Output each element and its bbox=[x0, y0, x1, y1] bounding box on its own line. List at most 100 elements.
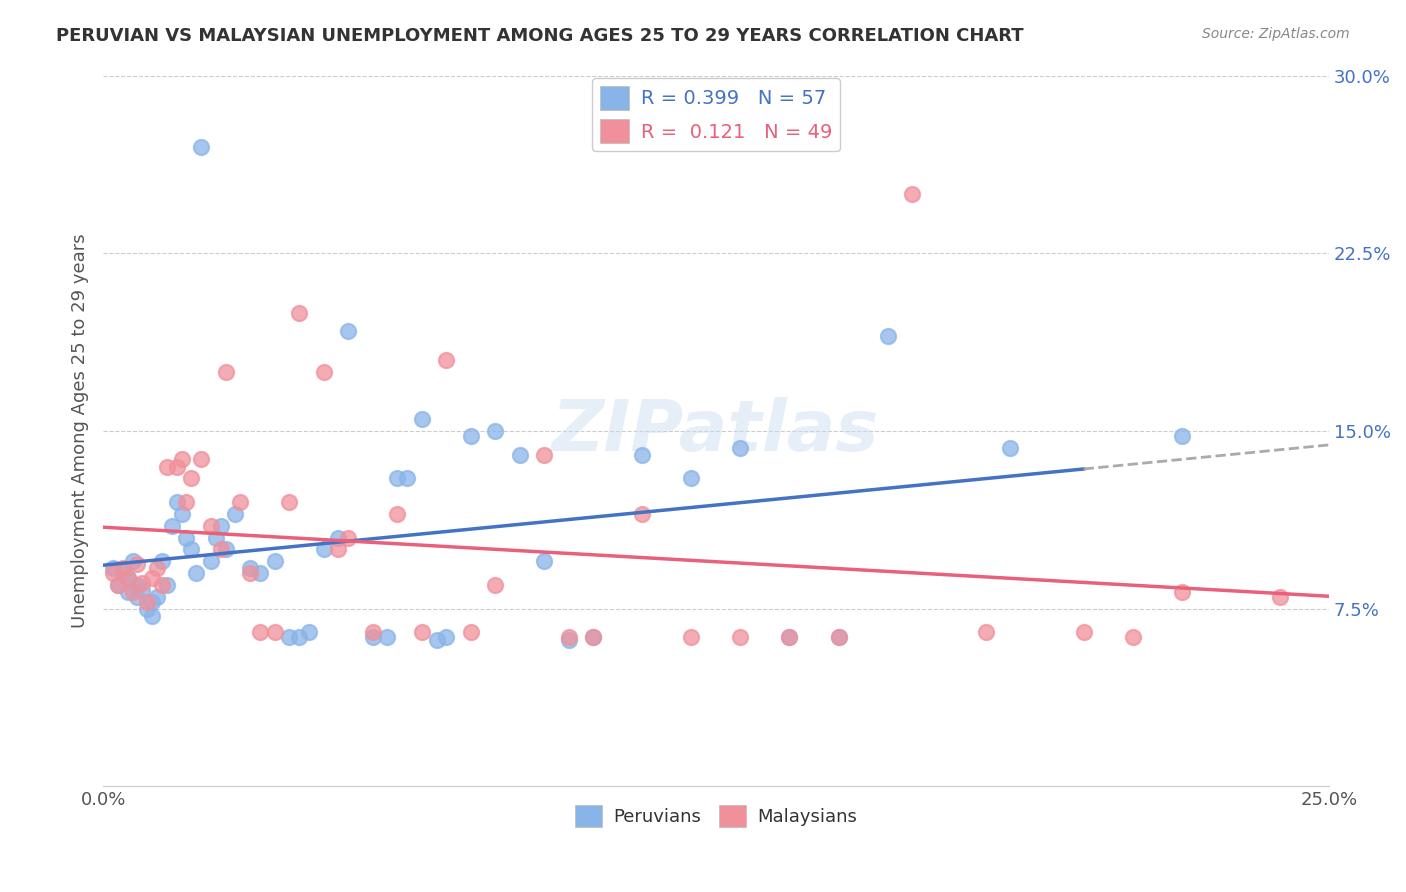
Point bbox=[288, 630, 311, 644]
Point bbox=[1170, 585, 1192, 599]
Point bbox=[127, 557, 149, 571]
Point bbox=[111, 561, 134, 575]
Point bbox=[582, 630, 605, 644]
Point bbox=[998, 441, 1021, 455]
Point bbox=[156, 578, 179, 592]
Point bbox=[1268, 590, 1291, 604]
Point bbox=[131, 575, 153, 590]
Point bbox=[176, 531, 198, 545]
Point bbox=[166, 459, 188, 474]
Point bbox=[582, 630, 605, 644]
Point bbox=[779, 630, 801, 644]
Legend: Peruvians, Malaysians: Peruvians, Malaysians bbox=[568, 797, 865, 834]
Point bbox=[131, 582, 153, 597]
Point bbox=[681, 471, 703, 485]
Point bbox=[160, 518, 183, 533]
Point bbox=[127, 578, 149, 592]
Point bbox=[209, 542, 232, 557]
Point bbox=[215, 365, 238, 379]
Point bbox=[387, 507, 409, 521]
Point bbox=[974, 625, 997, 640]
Point bbox=[209, 518, 232, 533]
Point bbox=[141, 594, 163, 608]
Point bbox=[263, 625, 285, 640]
Point bbox=[146, 561, 169, 575]
Point bbox=[121, 554, 143, 568]
Point bbox=[121, 585, 143, 599]
Point bbox=[328, 531, 350, 545]
Point bbox=[411, 412, 433, 426]
Point bbox=[150, 578, 173, 592]
Point bbox=[337, 325, 360, 339]
Point bbox=[239, 561, 262, 575]
Point bbox=[176, 495, 198, 509]
Point bbox=[229, 495, 252, 509]
Text: PERUVIAN VS MALAYSIAN UNEMPLOYMENT AMONG AGES 25 TO 29 YEARS CORRELATION CHART: PERUVIAN VS MALAYSIAN UNEMPLOYMENT AMONG… bbox=[56, 27, 1024, 45]
Point bbox=[107, 578, 129, 592]
Point bbox=[180, 542, 202, 557]
Point bbox=[101, 561, 124, 575]
Point bbox=[425, 632, 447, 647]
Point bbox=[205, 531, 228, 545]
Point bbox=[127, 590, 149, 604]
Point bbox=[876, 329, 898, 343]
Point bbox=[141, 571, 163, 585]
Point bbox=[901, 187, 924, 202]
Point bbox=[166, 495, 188, 509]
Point bbox=[484, 578, 506, 592]
Y-axis label: Unemployment Among Ages 25 to 29 years: Unemployment Among Ages 25 to 29 years bbox=[72, 234, 89, 628]
Point bbox=[156, 459, 179, 474]
Point bbox=[730, 441, 752, 455]
Point bbox=[278, 495, 301, 509]
Point bbox=[312, 365, 335, 379]
Point bbox=[509, 448, 531, 462]
Text: ZIPatlas: ZIPatlas bbox=[553, 397, 880, 466]
Point bbox=[460, 625, 482, 640]
Point bbox=[107, 578, 129, 592]
Point bbox=[460, 428, 482, 442]
Point bbox=[298, 625, 321, 640]
Point bbox=[1170, 428, 1192, 442]
Point bbox=[249, 625, 271, 640]
Point bbox=[533, 554, 555, 568]
Point bbox=[190, 139, 212, 153]
Point bbox=[631, 448, 654, 462]
Point bbox=[170, 507, 193, 521]
Point bbox=[180, 471, 202, 485]
Point bbox=[117, 571, 139, 585]
Point bbox=[361, 630, 384, 644]
Point bbox=[117, 585, 139, 599]
Point bbox=[186, 566, 208, 581]
Point bbox=[730, 630, 752, 644]
Point bbox=[434, 630, 457, 644]
Point bbox=[136, 601, 159, 615]
Point bbox=[117, 571, 139, 585]
Point bbox=[101, 566, 124, 581]
Point bbox=[249, 566, 271, 581]
Point bbox=[396, 471, 419, 485]
Point bbox=[263, 554, 285, 568]
Point bbox=[146, 590, 169, 604]
Point bbox=[779, 630, 801, 644]
Point bbox=[533, 448, 555, 462]
Point bbox=[337, 531, 360, 545]
Point bbox=[150, 554, 173, 568]
Text: Source: ZipAtlas.com: Source: ZipAtlas.com bbox=[1202, 27, 1350, 41]
Point bbox=[215, 542, 238, 557]
Point bbox=[484, 424, 506, 438]
Point bbox=[434, 352, 457, 367]
Point bbox=[170, 452, 193, 467]
Point bbox=[631, 507, 654, 521]
Point bbox=[224, 507, 246, 521]
Point bbox=[827, 630, 849, 644]
Point bbox=[558, 632, 581, 647]
Point bbox=[111, 566, 134, 581]
Point bbox=[239, 566, 262, 581]
Point bbox=[141, 608, 163, 623]
Point bbox=[328, 542, 350, 557]
Point bbox=[278, 630, 301, 644]
Point bbox=[377, 630, 399, 644]
Point bbox=[411, 625, 433, 640]
Point bbox=[312, 542, 335, 557]
Point bbox=[288, 305, 311, 319]
